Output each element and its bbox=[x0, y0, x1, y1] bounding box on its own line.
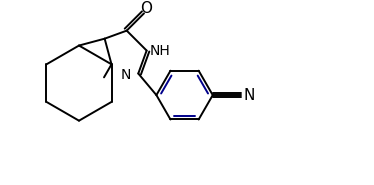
Text: N: N bbox=[120, 68, 131, 82]
Text: O: O bbox=[140, 1, 152, 16]
Text: N: N bbox=[244, 88, 255, 103]
Text: NH: NH bbox=[150, 43, 170, 58]
